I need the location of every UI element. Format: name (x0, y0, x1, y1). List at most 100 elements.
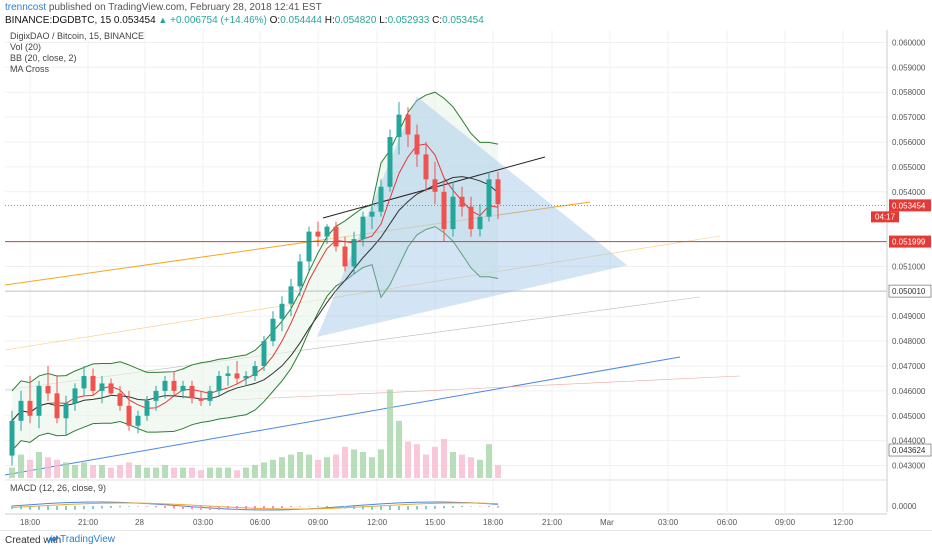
macd-histogram-bar (173, 506, 175, 509)
macd-histogram-bar (344, 506, 346, 509)
time-tick-label: 21:00 (542, 518, 563, 527)
macd-histogram-bar (371, 506, 373, 510)
legend-vol[interactable]: Vol (20) (10, 42, 42, 52)
volume-bar (117, 465, 123, 478)
macd-histogram-bar (425, 506, 427, 510)
blue-trendline (4, 356, 681, 476)
candle-body (180, 385, 186, 391)
volume-bar (135, 465, 141, 478)
volume-bar (468, 457, 474, 478)
legend-ma[interactable]: MA Cross (10, 64, 50, 74)
candle-body (234, 373, 240, 379)
volume-bar (405, 441, 411, 478)
volume-bar (414, 444, 420, 478)
macd-histogram-bar (245, 506, 247, 510)
macd-histogram-bar (47, 506, 49, 510)
low-label: L: (379, 15, 388, 26)
volume-bar (450, 452, 456, 478)
volume-bar (171, 467, 177, 478)
volume-bar (243, 467, 249, 478)
macd-histogram-bar (128, 506, 130, 507)
macd-histogram-bar (74, 506, 76, 510)
candle-body (243, 375, 249, 379)
volume-bar (81, 462, 87, 478)
macd-histogram-bar (272, 506, 274, 509)
macd-label[interactable]: MACD (12, 26, close, 9) (10, 483, 107, 493)
volume-bar (36, 452, 42, 478)
time-tick-label: 06:00 (250, 518, 271, 527)
candle-body (162, 380, 168, 391)
macd-histogram-bar (92, 506, 94, 509)
candle-body (252, 366, 258, 376)
price-label-box (888, 443, 932, 457)
volume-bar (297, 452, 303, 478)
volume-bar (261, 462, 267, 478)
price-label-box (888, 284, 932, 298)
candle-body (270, 318, 276, 342)
price-label: 0.050010 (892, 287, 926, 296)
author-link[interactable]: trenncost (5, 2, 47, 13)
footer-bar: Created with TradingView (0, 530, 932, 551)
time-tick-label: 18:00 (20, 518, 41, 527)
macd-histogram-bar (209, 506, 211, 510)
candle-body (126, 405, 132, 426)
legend-bb[interactable]: BB (20, close, 2) (10, 53, 77, 63)
candle-body (198, 398, 204, 401)
macd-histogram-bar (353, 506, 355, 510)
volume-bar (72, 465, 78, 478)
macd-histogram-bar (452, 506, 454, 508)
macd-histogram-bar (200, 506, 202, 510)
price-chart[interactable]: 0.060000 0.059000 0.058000 0.057000 0.056000… (0, 30, 932, 530)
price-change: +0.006754 (+14.46%) (170, 15, 267, 26)
candle-body (324, 226, 330, 237)
price-tick-label: 0.057000 (892, 113, 926, 122)
volume-bar (108, 467, 114, 478)
macd-histogram-bar (380, 506, 382, 510)
macd-histogram-bar (389, 506, 391, 510)
price-tick-label: 0.047000 (892, 362, 926, 371)
volume-bar (270, 459, 276, 478)
candle-body (315, 231, 321, 237)
macd-histogram-bar (398, 506, 400, 510)
candle-body (396, 114, 402, 138)
candle-body (450, 196, 456, 230)
macd-histogram-bar (443, 506, 445, 509)
candle-body (441, 191, 447, 230)
macd-histogram-bar (470, 506, 472, 507)
price-label: 0.051999 (892, 238, 926, 247)
tradingview-logo-icon (48, 536, 58, 544)
volume-bar (486, 444, 492, 478)
candle-body (486, 179, 492, 217)
volume-bar (45, 457, 51, 478)
candle-body (171, 380, 177, 391)
volume-bar (225, 467, 231, 478)
volume-bar (378, 449, 384, 478)
volume-bar (54, 459, 60, 478)
open-value: 0.054444 (280, 15, 322, 26)
legend-title[interactable]: DigixDAO / Bitcoin, 15, BINANCE (10, 31, 145, 41)
price-label: 0.043624 (892, 446, 926, 455)
last-price: 0.053454 (113, 15, 156, 26)
volume-bar (189, 467, 195, 478)
candle-body (99, 383, 105, 391)
macd-histogram-bar (362, 506, 364, 510)
macd-histogram-bar (56, 506, 58, 510)
price-tick-label: 0.049000 (892, 312, 926, 321)
macd-histogram-bar (182, 506, 184, 509)
volume-bar (162, 465, 168, 478)
volume-bar (360, 452, 366, 478)
chart-area[interactable]: 0.060000 0.059000 0.058000 0.057000 0.056000… (0, 30, 932, 530)
macd-histogram-bar (29, 506, 31, 510)
time-tick-label: 18:00 (483, 518, 504, 527)
macd-histogram-bar (335, 506, 337, 508)
tradingview-brand[interactable]: TradingView (60, 534, 116, 545)
volume-bar (198, 470, 204, 478)
macd-histogram-bar (407, 506, 409, 510)
created-with-text: Created with (5, 535, 62, 546)
macd-histogram-bar (83, 506, 85, 510)
price-label: 0.053454 (892, 201, 926, 210)
volume-bar (495, 465, 501, 478)
macd-histogram-bar (20, 506, 22, 510)
macd-histogram-bar (326, 506, 328, 508)
volume-bar (279, 457, 285, 478)
